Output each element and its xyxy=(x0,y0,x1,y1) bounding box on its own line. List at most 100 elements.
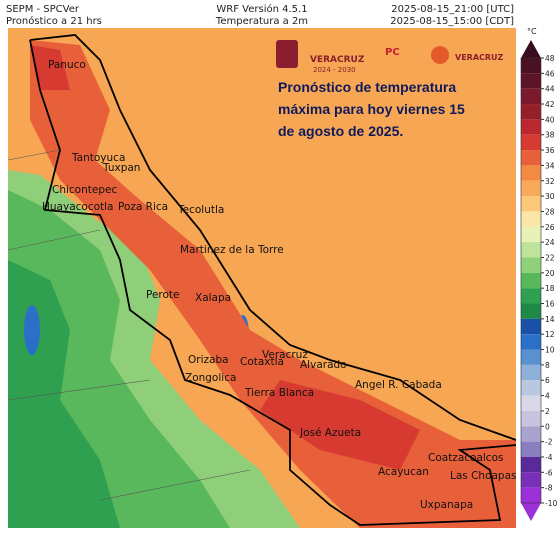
colorbar-tick-label: 32 xyxy=(545,177,555,186)
city-label: Martinez de la Torre xyxy=(180,244,284,256)
colorbar-segment xyxy=(521,441,541,457)
colorbar-tick-label: 36 xyxy=(545,146,555,155)
colorbar-tick-label: 2 xyxy=(545,407,550,416)
colorbar-tick-label: 12 xyxy=(545,330,555,339)
colorbar-segment xyxy=(521,288,541,304)
header-left-2: Pronóstico a 21 hrs xyxy=(6,15,102,27)
colorbar-segment xyxy=(521,334,541,350)
city-label: Alvarado xyxy=(300,359,347,371)
city-label: Tuxpan xyxy=(102,162,140,174)
colorbar-tick-label: 18 xyxy=(545,284,555,293)
logo-pc: PC xyxy=(385,47,400,58)
colorbar-segment xyxy=(521,73,541,89)
logos: VERACRUZ 2024 - 2030 PC VERACRUZ xyxy=(276,40,504,74)
city-label: Acayucan xyxy=(378,466,429,478)
colorbar-segment xyxy=(521,456,541,473)
city-label: Las Choapas xyxy=(450,470,517,482)
colorbar-segment xyxy=(521,150,541,166)
colorbar-tick-label: 20 xyxy=(545,269,555,278)
city-label: Huayacocotla xyxy=(42,201,114,213)
logo-state: VERACRUZ xyxy=(310,55,365,65)
colorbar-tick-label: 22 xyxy=(545,253,555,262)
city-label: Veracruz xyxy=(262,349,308,361)
colorbar-segment xyxy=(521,88,541,105)
colorbar-segment xyxy=(521,364,541,381)
colorbar-tick-label: -6 xyxy=(545,468,553,477)
colorbar-segment xyxy=(521,426,541,442)
colorbar-segment xyxy=(521,226,541,243)
header-right-1: 2025-08-15_21:00 [UTC] xyxy=(391,4,514,15)
map: Panuco Tantoyuca Chicontepec Tuxpan Huay… xyxy=(8,28,517,528)
colorbar-tick-label: 6 xyxy=(545,376,550,385)
city-label: Uxpanapa xyxy=(420,499,473,511)
colorbar-tick-label: 40 xyxy=(545,115,555,124)
colorbar-tick-label: -8 xyxy=(545,484,553,493)
annotation-line: de agosto de 2025. xyxy=(278,123,403,139)
logo-pc-state: VERACRUZ xyxy=(455,53,504,62)
city-label: Angel R. Cabada xyxy=(355,379,442,391)
colorbar-segment xyxy=(521,242,541,258)
colorbar-segment xyxy=(521,395,541,411)
colorbar-segment xyxy=(521,303,541,319)
colorbar-tick-label: 44 xyxy=(545,85,555,94)
colorbar-tick-label: 46 xyxy=(545,69,555,78)
colorbar-segment xyxy=(521,410,541,427)
colorbar-over xyxy=(521,40,541,58)
colorbar-segment xyxy=(521,272,541,289)
colorbar-tick-label: 16 xyxy=(545,300,555,309)
colorbar-tick-label: 4 xyxy=(545,392,550,401)
city-label: Tantoyuca xyxy=(71,152,125,164)
coastline xyxy=(29,34,516,441)
colorbar-frame xyxy=(520,57,542,504)
hottest-zone xyxy=(30,45,420,470)
cold-spot xyxy=(24,305,40,355)
colorbar-segment xyxy=(521,349,541,365)
colorbar-segment xyxy=(521,134,541,151)
colorbar-segment xyxy=(521,196,541,212)
colorbar-segment xyxy=(521,58,541,74)
municipal-borders xyxy=(8,149,251,501)
city-label: Poza Rica xyxy=(118,201,168,213)
colorbar-tick-label: 26 xyxy=(545,223,555,232)
colorbar-segment xyxy=(521,104,541,120)
colorbar: 4846444240383634323028262422201816141210… xyxy=(520,40,557,521)
colorbar-segment xyxy=(521,165,541,181)
colorbar-tick-label: 14 xyxy=(545,315,555,324)
colorbar-tick-label: 0 xyxy=(545,422,550,431)
state-shield xyxy=(276,40,298,68)
city-label: Zongolica xyxy=(185,372,236,384)
city-label: Tecolutla xyxy=(177,204,224,216)
annotation-line: Pronóstico de temperatura xyxy=(278,79,456,95)
colorbar-segment xyxy=(521,257,541,273)
colorbar-tick-label: 10 xyxy=(545,346,555,355)
colorbar-segment xyxy=(521,380,541,396)
city-label: Chicontepec xyxy=(52,184,117,196)
colorbar-segment xyxy=(521,180,541,197)
colorbar-tick-label: 28 xyxy=(545,207,555,216)
city-label: Perote xyxy=(146,289,180,301)
colorbar-tick-label: 48 xyxy=(545,54,555,63)
state-border xyxy=(29,39,516,526)
colorbar-tick-label: -10 xyxy=(545,499,557,508)
colorbar-tick-label: -4 xyxy=(545,453,553,462)
logo-period: 2024 - 2030 xyxy=(313,66,356,74)
header-center-1: WRF Versión 4.5.1 xyxy=(216,3,307,15)
colorbar-tick-label: 42 xyxy=(545,100,555,109)
annotation-line: máxima para hoy viernes 15 xyxy=(278,101,465,117)
city-label: Coatzacoalcos xyxy=(428,452,503,464)
header-center-2: Temperatura a 2m xyxy=(215,16,308,27)
city-label: Orizaba xyxy=(188,354,229,366)
city-label: Cotaxtla xyxy=(240,356,284,368)
colorbar-tick-label: 8 xyxy=(545,361,550,370)
colorbar-segment xyxy=(521,119,541,135)
colorbar-unit: °C xyxy=(527,27,537,36)
colorbar-tick-label: 30 xyxy=(545,192,555,201)
colorbar-segment xyxy=(521,211,541,227)
colorbar-segment xyxy=(521,318,541,335)
colorbar-segment xyxy=(521,472,541,488)
header-left-1: SEPM - SPCVer xyxy=(6,4,80,15)
pc-emblem xyxy=(431,46,449,64)
colorbar-tick-label: 38 xyxy=(545,131,555,140)
city-label: Panuco xyxy=(48,59,86,71)
